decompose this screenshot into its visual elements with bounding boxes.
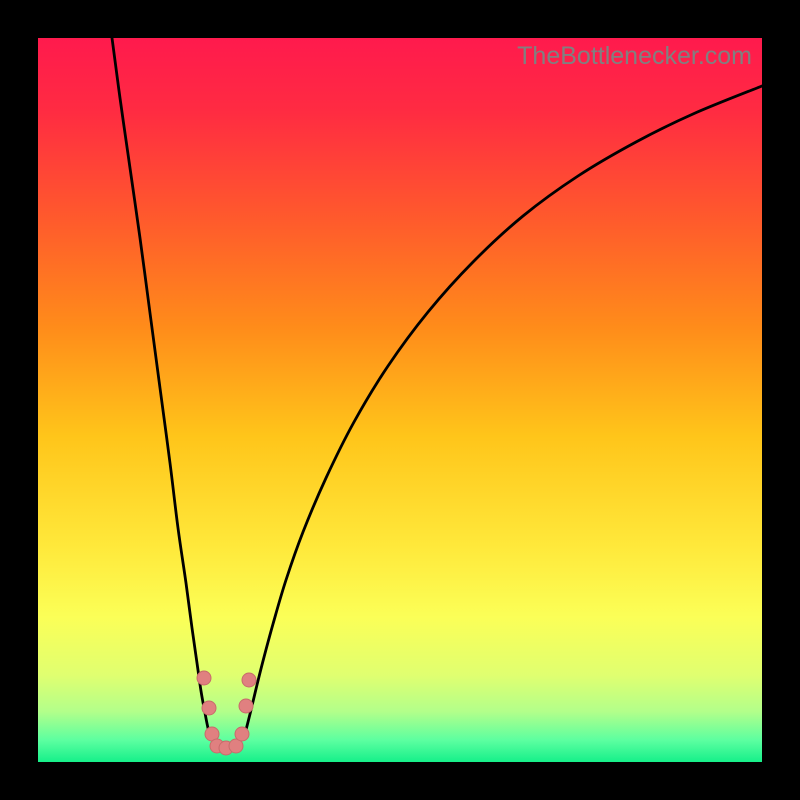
- left-curve: [112, 38, 211, 738]
- marker-6: [235, 727, 249, 741]
- right-curve: [244, 86, 762, 738]
- marker-0: [197, 671, 211, 685]
- marker-7: [239, 699, 253, 713]
- plot-area: [38, 38, 762, 762]
- marker-1: [202, 701, 216, 715]
- chart-svg: [38, 38, 762, 762]
- marker-8: [242, 673, 256, 687]
- chart-frame: TheBottlenecker.com: [0, 0, 800, 800]
- watermark-text: TheBottlenecker.com: [517, 42, 752, 71]
